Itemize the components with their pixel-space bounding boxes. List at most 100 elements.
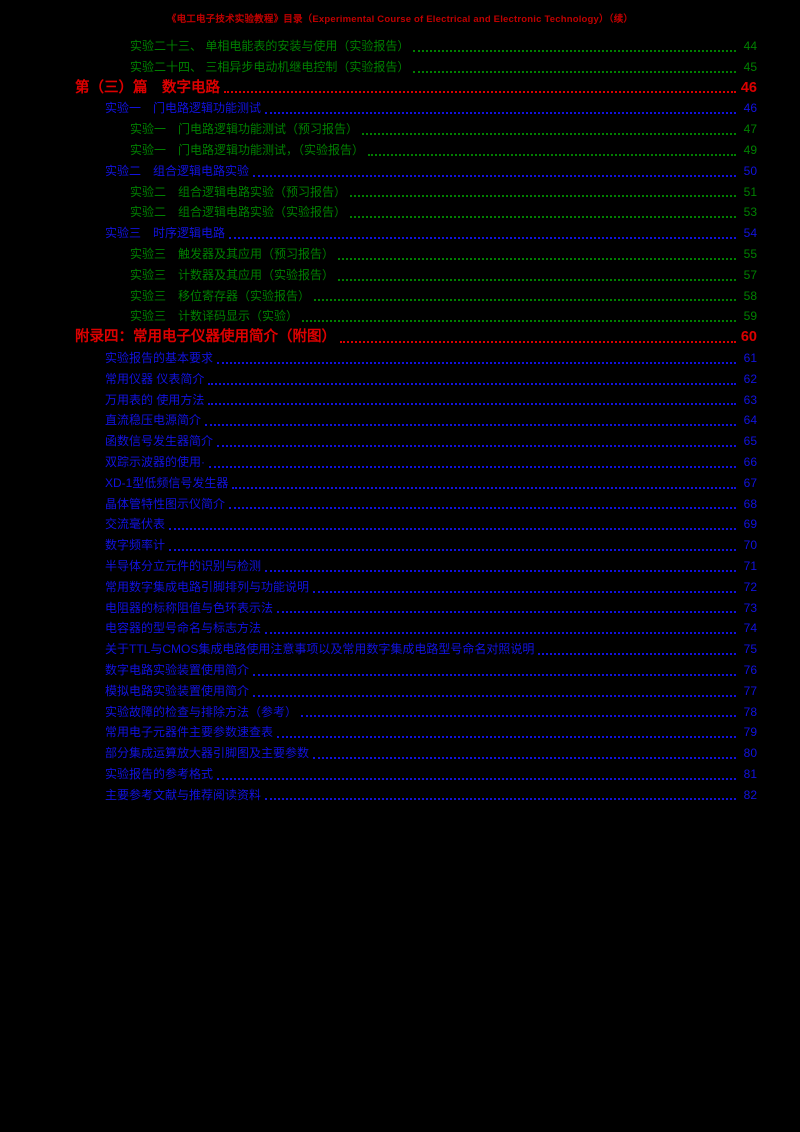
toc-entry[interactable]: 常用仪器 仪表简介 62 <box>0 369 757 390</box>
toc-dot-leader <box>253 694 736 697</box>
toc-entry[interactable]: 双踪示波器的使用· 66 <box>0 452 757 473</box>
toc-entry-page: 44 <box>743 39 757 53</box>
toc-entry[interactable]: 实验二 组合逻辑电路实验 50 <box>0 161 757 182</box>
toc-entry[interactable]: 函数信号发生器简介 65 <box>0 431 757 452</box>
toc-entry[interactable]: 直流稳压电源简介 64 <box>0 410 757 431</box>
toc-entry-page: 54 <box>743 226 757 241</box>
toc-entry[interactable]: 数字电路实验装置使用简介 76 <box>0 660 757 681</box>
toc-entry-label: 部分集成运算放大器引脚图及主要参数 <box>105 746 310 761</box>
toc-entry-page: 47 <box>743 122 757 137</box>
toc-entry-label: XD-1型低频信号发生器 <box>105 475 229 490</box>
toc-entry[interactable]: 实验二 组合逻辑电路实验（实验报告） 53 <box>0 202 757 223</box>
toc-entry[interactable]: 常用数字集成电路引脚排列与功能说明 72 <box>0 577 757 598</box>
toc-entry-label: 实验三 触发器及其应用（预习报告） <box>130 246 335 261</box>
toc-dot-leader <box>209 465 736 468</box>
toc-entry[interactable]: 模拟电路实验装置使用简介 77 <box>0 681 757 702</box>
toc-dot-leader <box>314 299 736 302</box>
toc-entry[interactable]: 主要参考文献与推荐阅读资料 82 <box>0 785 757 806</box>
toc-entry[interactable]: XD-1型低频信号发生器 67 <box>0 473 757 494</box>
toc-entry-page: 78 <box>743 704 757 719</box>
toc-entry-page: 63 <box>743 392 757 407</box>
toc-entry[interactable]: 电阻器的标称阻值与色环表示法 73 <box>0 598 757 619</box>
toc-entry-label: 实验三 时序逻辑电路 <box>105 226 226 241</box>
toc-entry-page: 49 <box>743 142 757 157</box>
toc-entry-page: 72 <box>743 579 757 594</box>
toc-entry-page: 69 <box>743 517 757 532</box>
document-title: 《电工电子技术实验教程》目录（Experimental Course of El… <box>166 14 634 25</box>
toc-dot-leader <box>265 112 736 115</box>
toc-entry-label: 模拟电路实验装置使用简介 <box>105 683 250 698</box>
toc-entry-label: 常用电子元器件主要参数速查表 <box>105 725 274 740</box>
toc-entry-page: 45 <box>743 59 757 74</box>
toc-entry[interactable]: 晶体管特性图示仪简介 68 <box>0 494 757 515</box>
toc-entry-label: 函数信号发生器简介 <box>105 434 214 449</box>
toc-entry[interactable]: 实验一 门电路逻辑功能测试，（实验报告） 49 <box>0 140 757 161</box>
toc-dot-leader <box>229 236 736 239</box>
toc-entry-page: 50 <box>743 163 757 178</box>
toc-dot-leader <box>350 216 736 219</box>
toc-entry-page: 70 <box>743 538 757 553</box>
toc-dot-leader <box>277 611 736 614</box>
toc-entry[interactable]: 常用电子元器件主要参数速查表 79 <box>0 722 757 743</box>
toc-entry-page: 58 <box>743 288 757 303</box>
toc-entry-page: 65 <box>743 434 757 449</box>
toc-entry-label: 主要参考文献与推荐阅读资料 <box>105 787 262 802</box>
toc-dot-leader <box>169 528 736 531</box>
toc-entry-page: 81 <box>743 766 757 781</box>
toc-entry[interactable]: 实验报告的基本要求 61 <box>0 348 757 369</box>
toc-entry[interactable]: 实验报告的参考格式 81 <box>0 764 757 785</box>
toc-entry-label: 实验三 移位寄存器（实验报告） <box>130 288 311 303</box>
toc-entry[interactable]: 附录四：常用电子仪器使用简介（附图） 60 <box>0 327 757 348</box>
toc-entry[interactable]: 实验三 时序逻辑电路 54 <box>0 223 757 244</box>
toc-entry-page: 74 <box>743 621 757 636</box>
toc-entry-label: 实验一 门电路逻辑功能测试，（实验报告） <box>130 142 365 157</box>
toc-entry[interactable]: 数字频率计 70 <box>0 535 757 556</box>
toc-dot-leader <box>217 444 736 447</box>
toc-entry[interactable]: 实验故障的检查与排除方法（参考） 78 <box>0 702 757 723</box>
toc-entry-label: 万用表的 使用方法 <box>105 392 205 407</box>
toc-entry-page: 62 <box>743 371 757 386</box>
toc-entry-page: 67 <box>743 475 757 490</box>
toc-entry[interactable]: 电容器的型号命名与标志方法 74 <box>0 618 757 639</box>
toc-dot-leader <box>217 777 736 780</box>
toc-entry[interactable]: 实验二十三、 单相电能表的安装与使用（实验报告） 44 <box>0 36 757 57</box>
toc-dot-leader <box>368 153 736 156</box>
toc-dot-leader <box>224 91 736 94</box>
toc-entry-label: 第（三）篇 数字电路 <box>75 79 220 96</box>
toc-dot-leader <box>338 278 736 281</box>
toc-entry-label: 实验三 计数译码显示（实验） <box>130 309 299 324</box>
toc-entry[interactable]: 实验三 触发器及其应用（预习报告） 55 <box>0 244 757 265</box>
toc-dot-leader <box>350 195 736 198</box>
toc-entry[interactable]: 实验一 门电路逻辑功能测试（预习报告） 47 <box>0 119 757 140</box>
toc-entry-page: 57 <box>743 267 757 282</box>
toc-entry[interactable]: 实验三 计数译码显示（实验） 59 <box>0 306 757 327</box>
toc-dot-leader <box>313 756 736 759</box>
toc-entry[interactable]: 万用表的 使用方法 63 <box>0 390 757 411</box>
toc-entry-label: 电容器的型号命名与标志方法 <box>105 621 262 636</box>
toc-entry[interactable]: 第（三）篇 数字电路 46 <box>0 78 757 99</box>
toc-entry[interactable]: 关于TTL与CMOS集成电路使用注意事项以及常用数字集成电路型号命名对照说明 7… <box>0 639 757 660</box>
toc-entry-page: 77 <box>743 683 757 698</box>
toc-dot-leader <box>169 548 736 551</box>
toc-entry[interactable]: 半导体分立元件的识别与检测 71 <box>0 556 757 577</box>
toc-entry[interactable]: 实验二 组合逻辑电路实验（预习报告） 51 <box>0 182 757 203</box>
toc-dot-leader <box>253 673 736 676</box>
toc-entry-label: 数字电路实验装置使用简介 <box>105 662 250 677</box>
toc-entry[interactable]: 实验一 门电路逻辑功能测试 46 <box>0 98 757 119</box>
toc-entry-label: 半导体分立元件的识别与检测 <box>105 558 262 573</box>
toc-dot-leader <box>413 49 736 52</box>
toc-entry[interactable]: 实验三 移位寄存器（实验报告） 58 <box>0 286 757 307</box>
toc-entry-label: 数字频率计 <box>105 538 166 553</box>
toc-entry[interactable]: 交流毫伏表 69 <box>0 514 757 535</box>
toc-dot-leader <box>338 257 736 260</box>
toc-entry[interactable]: 部分集成运算放大器引脚图及主要参数 80 <box>0 743 757 764</box>
toc-entry-label: 实验二 组合逻辑电路实验（预习报告） <box>130 184 347 199</box>
toc-entry-page: 53 <box>743 205 757 220</box>
toc-entry[interactable]: 实验三 计数器及其应用（实验报告） 57 <box>0 265 757 286</box>
toc-entry[interactable]: 实验二十四、 三相异步电动机继电控制（实验报告） 45 <box>0 57 757 78</box>
toc-entry-page: 66 <box>743 454 757 469</box>
toc-dot-leader <box>232 486 736 489</box>
toc-entry-label: 实验二 组合逻辑电路实验 <box>105 163 250 178</box>
toc-dot-leader <box>538 652 736 655</box>
